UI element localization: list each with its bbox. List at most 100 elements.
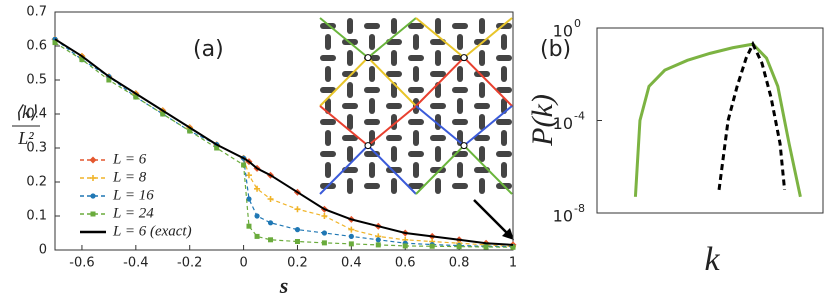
lattice-bar [452, 23, 468, 29]
lattice-bar [501, 66, 507, 82]
x-tick-label: 0.4 [341, 256, 362, 271]
x-tick-label: 0.8 [449, 256, 470, 271]
panel-label: (a) [193, 37, 224, 62]
lattice-bar [386, 71, 402, 77]
lattice-bar [435, 178, 441, 194]
lattice-bar [408, 55, 424, 61]
y-tick-label: 0.6 [26, 39, 47, 54]
lattice-site [364, 142, 372, 150]
lattice-bar [452, 119, 468, 125]
lattice-bar [496, 119, 512, 125]
lattice-bar [391, 146, 397, 162]
lattice-bar [320, 119, 336, 125]
lattice-bar [347, 82, 353, 98]
lattice-bar [391, 50, 397, 66]
marker [348, 241, 354, 247]
marker [52, 40, 58, 46]
lattice-bar [386, 103, 402, 109]
legend-label: L = 6 [112, 151, 147, 167]
lattice-site [460, 54, 468, 62]
marker [79, 57, 85, 63]
marker [267, 220, 274, 226]
y-tick-exponent: -8 [574, 202, 585, 215]
marker [321, 213, 328, 219]
lattice-bar [457, 98, 463, 114]
lattice-bar [479, 146, 485, 162]
lattice-bar [347, 18, 353, 34]
lattice-bar [430, 103, 446, 109]
lattice-bar [347, 114, 353, 130]
lattice-bar [496, 151, 512, 157]
lattice-bar [408, 183, 424, 189]
marker [510, 244, 516, 250]
lattice-bar [430, 135, 446, 141]
lattice-bar [501, 130, 507, 146]
x-axis-label: k [704, 241, 720, 278]
arrow [473, 199, 509, 235]
lattice-bar [325, 98, 331, 114]
lattice-bar [430, 71, 446, 77]
series-line [54, 42, 514, 248]
marker [268, 237, 274, 243]
y-tick-label: 0.4 [26, 107, 47, 122]
series-line [54, 38, 514, 248]
lattice-bar [347, 146, 353, 162]
lattice-bar [501, 162, 507, 178]
marker [402, 243, 408, 249]
x-tick-label: -0.2 [177, 256, 202, 271]
marker [187, 128, 193, 134]
lattice-bar [364, 119, 380, 125]
y-tick-label: 0.5 [26, 73, 47, 88]
lattice-bar [369, 34, 375, 50]
marker [321, 240, 327, 246]
marker [267, 196, 274, 202]
lattice-bar [474, 135, 490, 141]
lattice-bar [320, 55, 336, 61]
x-tick-label: -0.6 [69, 256, 94, 271]
marker [214, 145, 220, 151]
lattice-bar [325, 66, 331, 82]
y-tick-exponent: 0 [574, 17, 581, 30]
lattice-bar [408, 23, 424, 29]
lattice-bar [408, 87, 424, 93]
legend-label: L = 6 (exact) [112, 223, 192, 239]
marker [294, 239, 300, 244]
lattice-bar [496, 87, 512, 93]
series-line [717, 40, 787, 191]
y-axis-label: ⟨k⟩ [15, 102, 37, 122]
lattice-bar [369, 66, 375, 82]
lattice-bar [413, 162, 419, 178]
lattice-bar [391, 18, 397, 34]
marker [456, 244, 462, 250]
lattice-bar [408, 119, 424, 125]
x-tick-label: -0.4 [123, 256, 148, 271]
lattice-bar [347, 178, 353, 194]
lattice-site [364, 54, 372, 62]
y-tick-label: 0.7 [26, 5, 47, 20]
marker [246, 196, 252, 202]
lattice-bar [369, 162, 375, 178]
lattice-bar [364, 23, 380, 29]
lattice-bar [479, 18, 485, 34]
y-tick-label: 0.2 [26, 175, 47, 190]
arrowhead [502, 228, 514, 240]
legend-label: L = 16 [112, 187, 154, 203]
plot-frame [54, 11, 514, 251]
y-tick-label: 0.3 [26, 141, 47, 156]
series-line [633, 42, 802, 198]
marker [254, 213, 260, 219]
marker [106, 77, 112, 83]
marker [375, 242, 381, 248]
y-tick-label: 10 [553, 22, 573, 41]
panel-label: (b) [540, 37, 571, 62]
lattice-bar [496, 55, 512, 61]
lattice-bar [501, 34, 507, 50]
lattice-bar [435, 50, 441, 66]
marker [254, 233, 260, 239]
lattice-bar [320, 151, 336, 157]
marker [246, 223, 252, 229]
x-tick-label: 1 [509, 256, 517, 271]
marker [294, 206, 301, 213]
marker [294, 227, 301, 233]
marker [429, 243, 435, 249]
